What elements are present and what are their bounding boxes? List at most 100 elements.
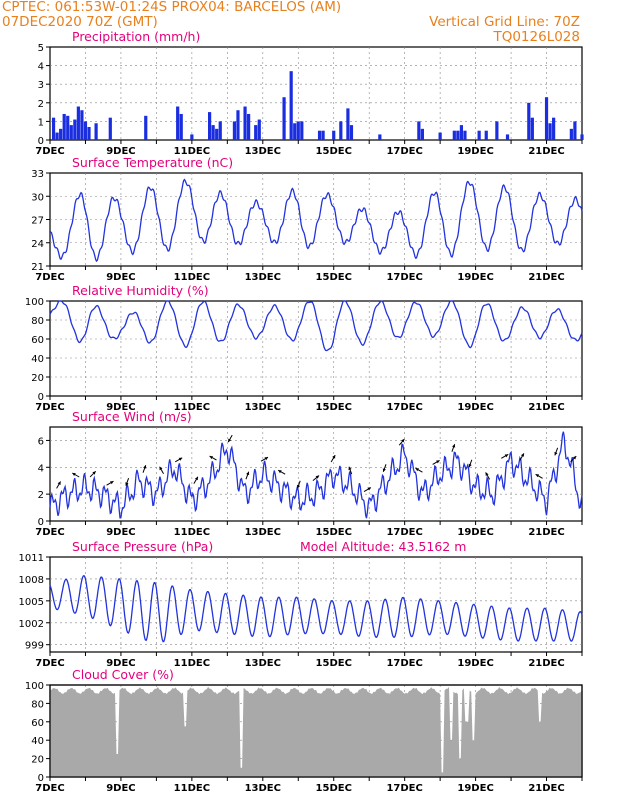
wind-arrow-head (382, 468, 386, 472)
panel-3-xtick-label: 17DEC (386, 527, 422, 538)
precip-bar (236, 110, 240, 140)
wind-arrow (159, 466, 164, 474)
panel-3-ytick-label: 0 (38, 517, 44, 528)
panel-2-ytick-label: 20 (31, 373, 44, 384)
wind-arrow-head (178, 457, 183, 461)
precip-bar (144, 115, 148, 140)
panel-3-xtick-label: 13DEC (245, 527, 281, 538)
precip-bar (80, 110, 84, 140)
precip-bar (438, 132, 442, 140)
precip-bar (505, 134, 510, 140)
panel-1-xtick-label: 13DEC (245, 272, 281, 283)
wind-arrow (312, 475, 320, 481)
panel-2-ytick-label: 80 (31, 316, 44, 327)
precip-bar (62, 113, 66, 140)
wind-arrow-head (535, 474, 540, 478)
wind-arrow (432, 460, 440, 465)
header: CPTEC: 061:53W-01:24S PROX04: BARCELOS (… (0, 0, 618, 48)
precip-bar (459, 125, 464, 140)
wind-arrow-head (520, 453, 524, 457)
panel-5-xtick-label: 13DEC (245, 783, 281, 794)
panel-2-xtick-label: 13DEC (245, 402, 281, 413)
precip-bar (282, 97, 286, 140)
panel-4-title: Surface Pressure (hPa) (72, 539, 213, 554)
precip-bar (73, 119, 77, 140)
panel-2-xtick-label: 17DEC (386, 402, 422, 413)
panel-0-xtick-label: 17DEC (386, 146, 422, 157)
precip-bar (544, 97, 549, 140)
wind-arrow (193, 476, 199, 484)
wind-arrow (245, 471, 250, 480)
panel-1-xtick-label: 7DEC (35, 272, 64, 283)
precip-bar (59, 128, 63, 140)
panel-2-xtick-label: 15DEC (316, 402, 352, 413)
panel-3-xtick-label: 11DEC (174, 527, 210, 538)
wind-arrow (106, 480, 114, 486)
wind-arrow (125, 477, 130, 486)
panel-0-ytick-label: 0 (38, 136, 44, 147)
panel-4-xtick-label: 9DEC (106, 658, 135, 669)
panel-4-xtick-label: 11DEC (174, 658, 210, 669)
precip-bar (452, 130, 456, 140)
panel-1-xtick-label: 11DEC (174, 272, 210, 283)
pressure-model-altitude: Model Altitude: 43.5162 m (300, 539, 466, 554)
panel-5-xtick-label: 9DEC (106, 783, 135, 794)
precip-bar (218, 121, 222, 140)
panel-0-ytick-label: 3 (38, 80, 44, 91)
precip-bar (211, 125, 215, 140)
wind-arrow-head (228, 438, 232, 443)
wind-arrow-head (72, 473, 76, 476)
panel-5-xtick-label: 7DEC (35, 783, 64, 794)
wind-arrow (468, 459, 473, 468)
panel-0-xtick-label: 21DEC (528, 146, 564, 157)
wind-arrow (296, 480, 301, 489)
station-line: CPTEC: 061:53W-01:24S PROX04: BARCELOS (… (2, 0, 342, 15)
wind-arrow (451, 443, 456, 452)
panel-4-ytick-label: 1005 (19, 597, 44, 608)
panel-0-title: Precipitation (mm/h) (72, 29, 200, 44)
precip-bar (232, 121, 237, 140)
precip-bar (349, 125, 354, 140)
wind-arrow-head (572, 456, 577, 460)
wind-arrow (330, 454, 336, 463)
wind-arrow (227, 434, 233, 443)
precip-bar (339, 121, 343, 140)
wind-arrow (89, 470, 97, 478)
precip-bar (179, 113, 183, 140)
precip-bar (76, 106, 80, 140)
wind-arrow-head (452, 444, 456, 448)
precip-bar (530, 117, 534, 140)
precip-bar (321, 130, 325, 140)
wind-arrow-head (367, 487, 371, 491)
panel-4-ytick-label: 1011 (19, 553, 44, 564)
precip-bar (456, 130, 460, 140)
panel-3-title: Surface Wind (m/s) (72, 409, 192, 424)
wind-arrow-head (468, 463, 472, 468)
precip-bar (51, 117, 56, 140)
panel-4-xtick-label: 17DEC (386, 658, 422, 669)
precip-bar (548, 123, 552, 140)
panel-2-ytick-label: 40 (31, 354, 44, 365)
panel-5-border (49, 684, 583, 778)
precip-bar (69, 125, 73, 140)
wind-arrow-head (143, 465, 147, 469)
wind-arrow (174, 457, 183, 463)
panel-0-xtick-label: 9DEC (106, 146, 135, 157)
panel-1-xtick-label: 17DEC (386, 272, 422, 283)
wind-arrow (260, 456, 269, 462)
panel-1-xtick-label: 21DEC (528, 272, 564, 283)
panel-5-xtick-label: 17DEC (386, 783, 422, 794)
wind-arrow (398, 438, 405, 446)
panel-2-xtick-label: 11DEC (174, 402, 210, 413)
wind-arrow-head (415, 468, 419, 472)
precip-bar (289, 71, 293, 140)
panel-4-ytick-label: 1008 (19, 575, 44, 586)
panel-3-xtick-label: 19DEC (457, 527, 493, 538)
panel-1-xtick-label: 9DEC (106, 272, 135, 283)
wind-arrow-head (159, 466, 163, 471)
panel-4-ytick-label: 1002 (19, 619, 44, 630)
precip-bar (580, 134, 584, 140)
panel-3-ytick-label: 4 (38, 463, 44, 474)
panel-2-ytick-label: 60 (31, 335, 44, 346)
